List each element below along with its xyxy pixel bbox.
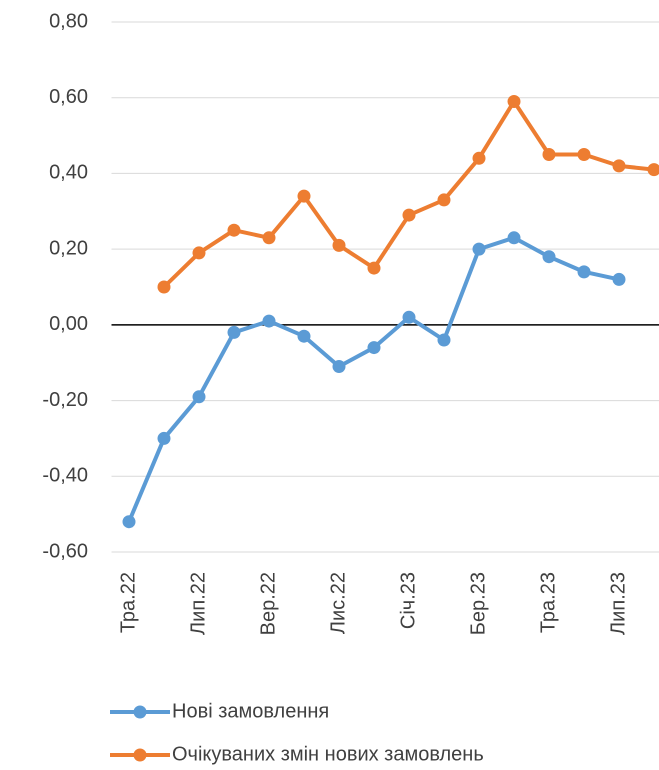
data-point [507,95,521,108]
data-point [122,515,136,529]
data-point [507,231,521,245]
data-point [367,261,381,275]
data-point [472,242,486,256]
x-tick-label: Січ.23 [397,572,419,629]
legend-label: Очікуваних змін нових замовлень [172,743,484,765]
series-line [162,99,655,289]
data-point [437,333,451,347]
data-point [297,189,311,203]
data-point [157,280,171,294]
y-tick-label: 0,20 [49,237,88,259]
series-line [127,235,620,523]
y-tick-label: -0,40 [42,465,88,487]
data-point [192,246,206,260]
x-tick-label: Лип.22 [187,572,209,635]
x-tick-label: Тра.22 [117,572,139,633]
y-tick-label: 0,80 [49,10,88,32]
x-tick-label: Бер.23 [467,572,489,635]
y-tick-label: 0,60 [49,86,88,108]
legend-label: Нові замовлення [172,700,329,722]
y-tick-label: -0,60 [42,540,88,562]
data-point [157,431,171,445]
data-point [577,148,591,161]
data-point [577,265,591,279]
data-point [332,360,346,373]
y-tick-label: 0,40 [49,162,88,184]
data-point [402,208,416,222]
x-tick-label: Вер.22 [257,572,279,635]
data-point [192,390,206,404]
data-point [262,231,276,245]
x-tick-label: Лис.22 [327,572,349,634]
legend-marker [133,705,147,719]
data-point [437,193,451,207]
data-point [332,238,346,252]
data-point [402,310,416,324]
data-point [227,325,241,339]
data-point [227,223,241,237]
legend-marker [133,748,147,762]
data-point [367,341,381,355]
data-point [542,250,556,264]
data-point [262,314,276,328]
data-point [297,329,311,343]
data-point [542,148,556,161]
y-tick-label: 0,00 [49,313,88,335]
legend-item: Очікуваних змін нових замовлень [110,743,484,765]
x-tick-label: Тра.23 [537,572,559,633]
data-point [472,151,486,165]
y-tick-label: -0,20 [42,389,88,411]
legend-item: Нові замовлення [110,700,329,722]
data-point [647,163,659,177]
data-point [612,272,626,286]
x-tick-label: Лип.23 [607,572,629,635]
data-point [612,159,626,173]
